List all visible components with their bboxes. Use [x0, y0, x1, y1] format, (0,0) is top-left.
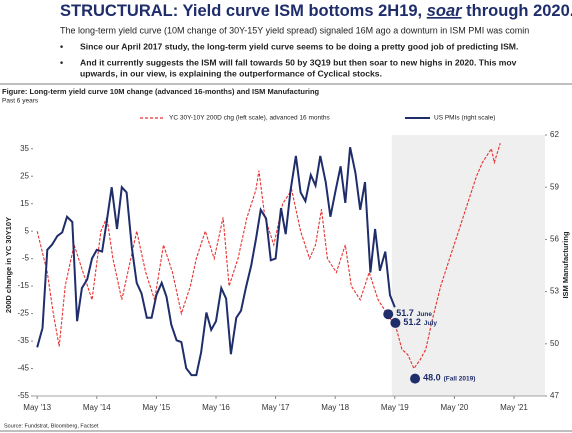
- annotation-label: 51.7 June: [396, 309, 432, 319]
- y2-tick-label: 47: [550, 391, 559, 400]
- annotation-value: 51.7: [396, 309, 414, 319]
- y2-axis-title: ISM Manufacturing: [561, 231, 570, 299]
- y2-tick-label: 50: [550, 339, 559, 348]
- y2-tick-label: 53: [550, 287, 559, 296]
- annotation-label: 48.0 (Fall 2019): [423, 373, 475, 383]
- x-tick-label: May '17: [262, 403, 290, 412]
- title-emphasis: soar: [427, 2, 463, 20]
- y-tick-label: -25: [17, 309, 29, 318]
- y-tick-label: -35: [17, 336, 29, 345]
- x-tick-label: May '13: [23, 403, 51, 412]
- legend-label: US PMIs (right scale): [434, 115, 495, 122]
- legend-label: YC 30Y-10Y 200D chg (left scale), advanc…: [169, 115, 331, 122]
- y-tick-label: -45: [17, 364, 29, 373]
- y2-tick-label: 56: [550, 235, 559, 244]
- y2-tick-label: 62: [550, 130, 559, 139]
- y-tick-label: 15: [20, 199, 29, 208]
- bullet: upwards, in our view, is explaining the …: [80, 68, 382, 78]
- title-part: through 2020...: [462, 2, 572, 20]
- figure-title: Figure: Long-term yield curve 10M change…: [2, 87, 320, 96]
- annotation-note: July: [424, 320, 437, 327]
- series-line: [36, 146, 396, 377]
- annotation-value: 48.0: [423, 373, 441, 383]
- y-tick-label: -15: [17, 281, 29, 290]
- x-tick-label: May '16: [202, 403, 230, 412]
- bullet-dot: •: [60, 41, 63, 51]
- series-line: [36, 143, 501, 370]
- x-tick-label: May '15: [142, 403, 170, 412]
- y-tick-label: 25: [20, 171, 29, 180]
- annotation-dot: [383, 309, 394, 320]
- slide-title: STRUCTURAL: Yield curve ISM bottoms 2H19…: [60, 2, 572, 20]
- figure-subtitle: Past 6 years: [2, 98, 39, 105]
- annotation-label: 51.2 July: [403, 317, 437, 327]
- y-tick-label: -55: [17, 391, 29, 400]
- bullet-dot: •: [60, 57, 63, 67]
- y-tick-label: -5: [22, 254, 30, 263]
- bullet: And it currently suggests the ISM will f…: [80, 57, 517, 67]
- annotation-dot: [390, 317, 401, 328]
- source: Source: Fundstrat, Bloomberg, Factset: [4, 423, 99, 429]
- y-tick-label: 5: [25, 226, 30, 235]
- x-tick-label: May '21: [500, 403, 528, 412]
- annotation-note: (Fall 2019): [444, 375, 476, 382]
- y-tick-label: 35: [20, 144, 29, 153]
- slide-subtitle: The long-term yield curve (10M change of…: [60, 25, 529, 35]
- y-axis-title: 200D change in YC 30Y10Y: [4, 217, 13, 313]
- x-tick-label: May '14: [83, 403, 111, 412]
- annotation-value: 51.2: [403, 317, 421, 327]
- shaded-region: [391, 135, 545, 396]
- x-tick-label: May '18: [321, 403, 349, 412]
- y2-tick-label: 59: [550, 182, 559, 191]
- annotation-dot: [410, 373, 421, 384]
- x-tick-label: May '19: [381, 403, 409, 412]
- x-tick-label: May '20: [441, 403, 469, 412]
- bullet: Since our April 2017 study, the long-ter…: [80, 41, 518, 51]
- annotation-note: June: [417, 311, 433, 318]
- title-part: STRUCTURAL: Yield curve ISM bottoms 2H19…: [60, 2, 427, 20]
